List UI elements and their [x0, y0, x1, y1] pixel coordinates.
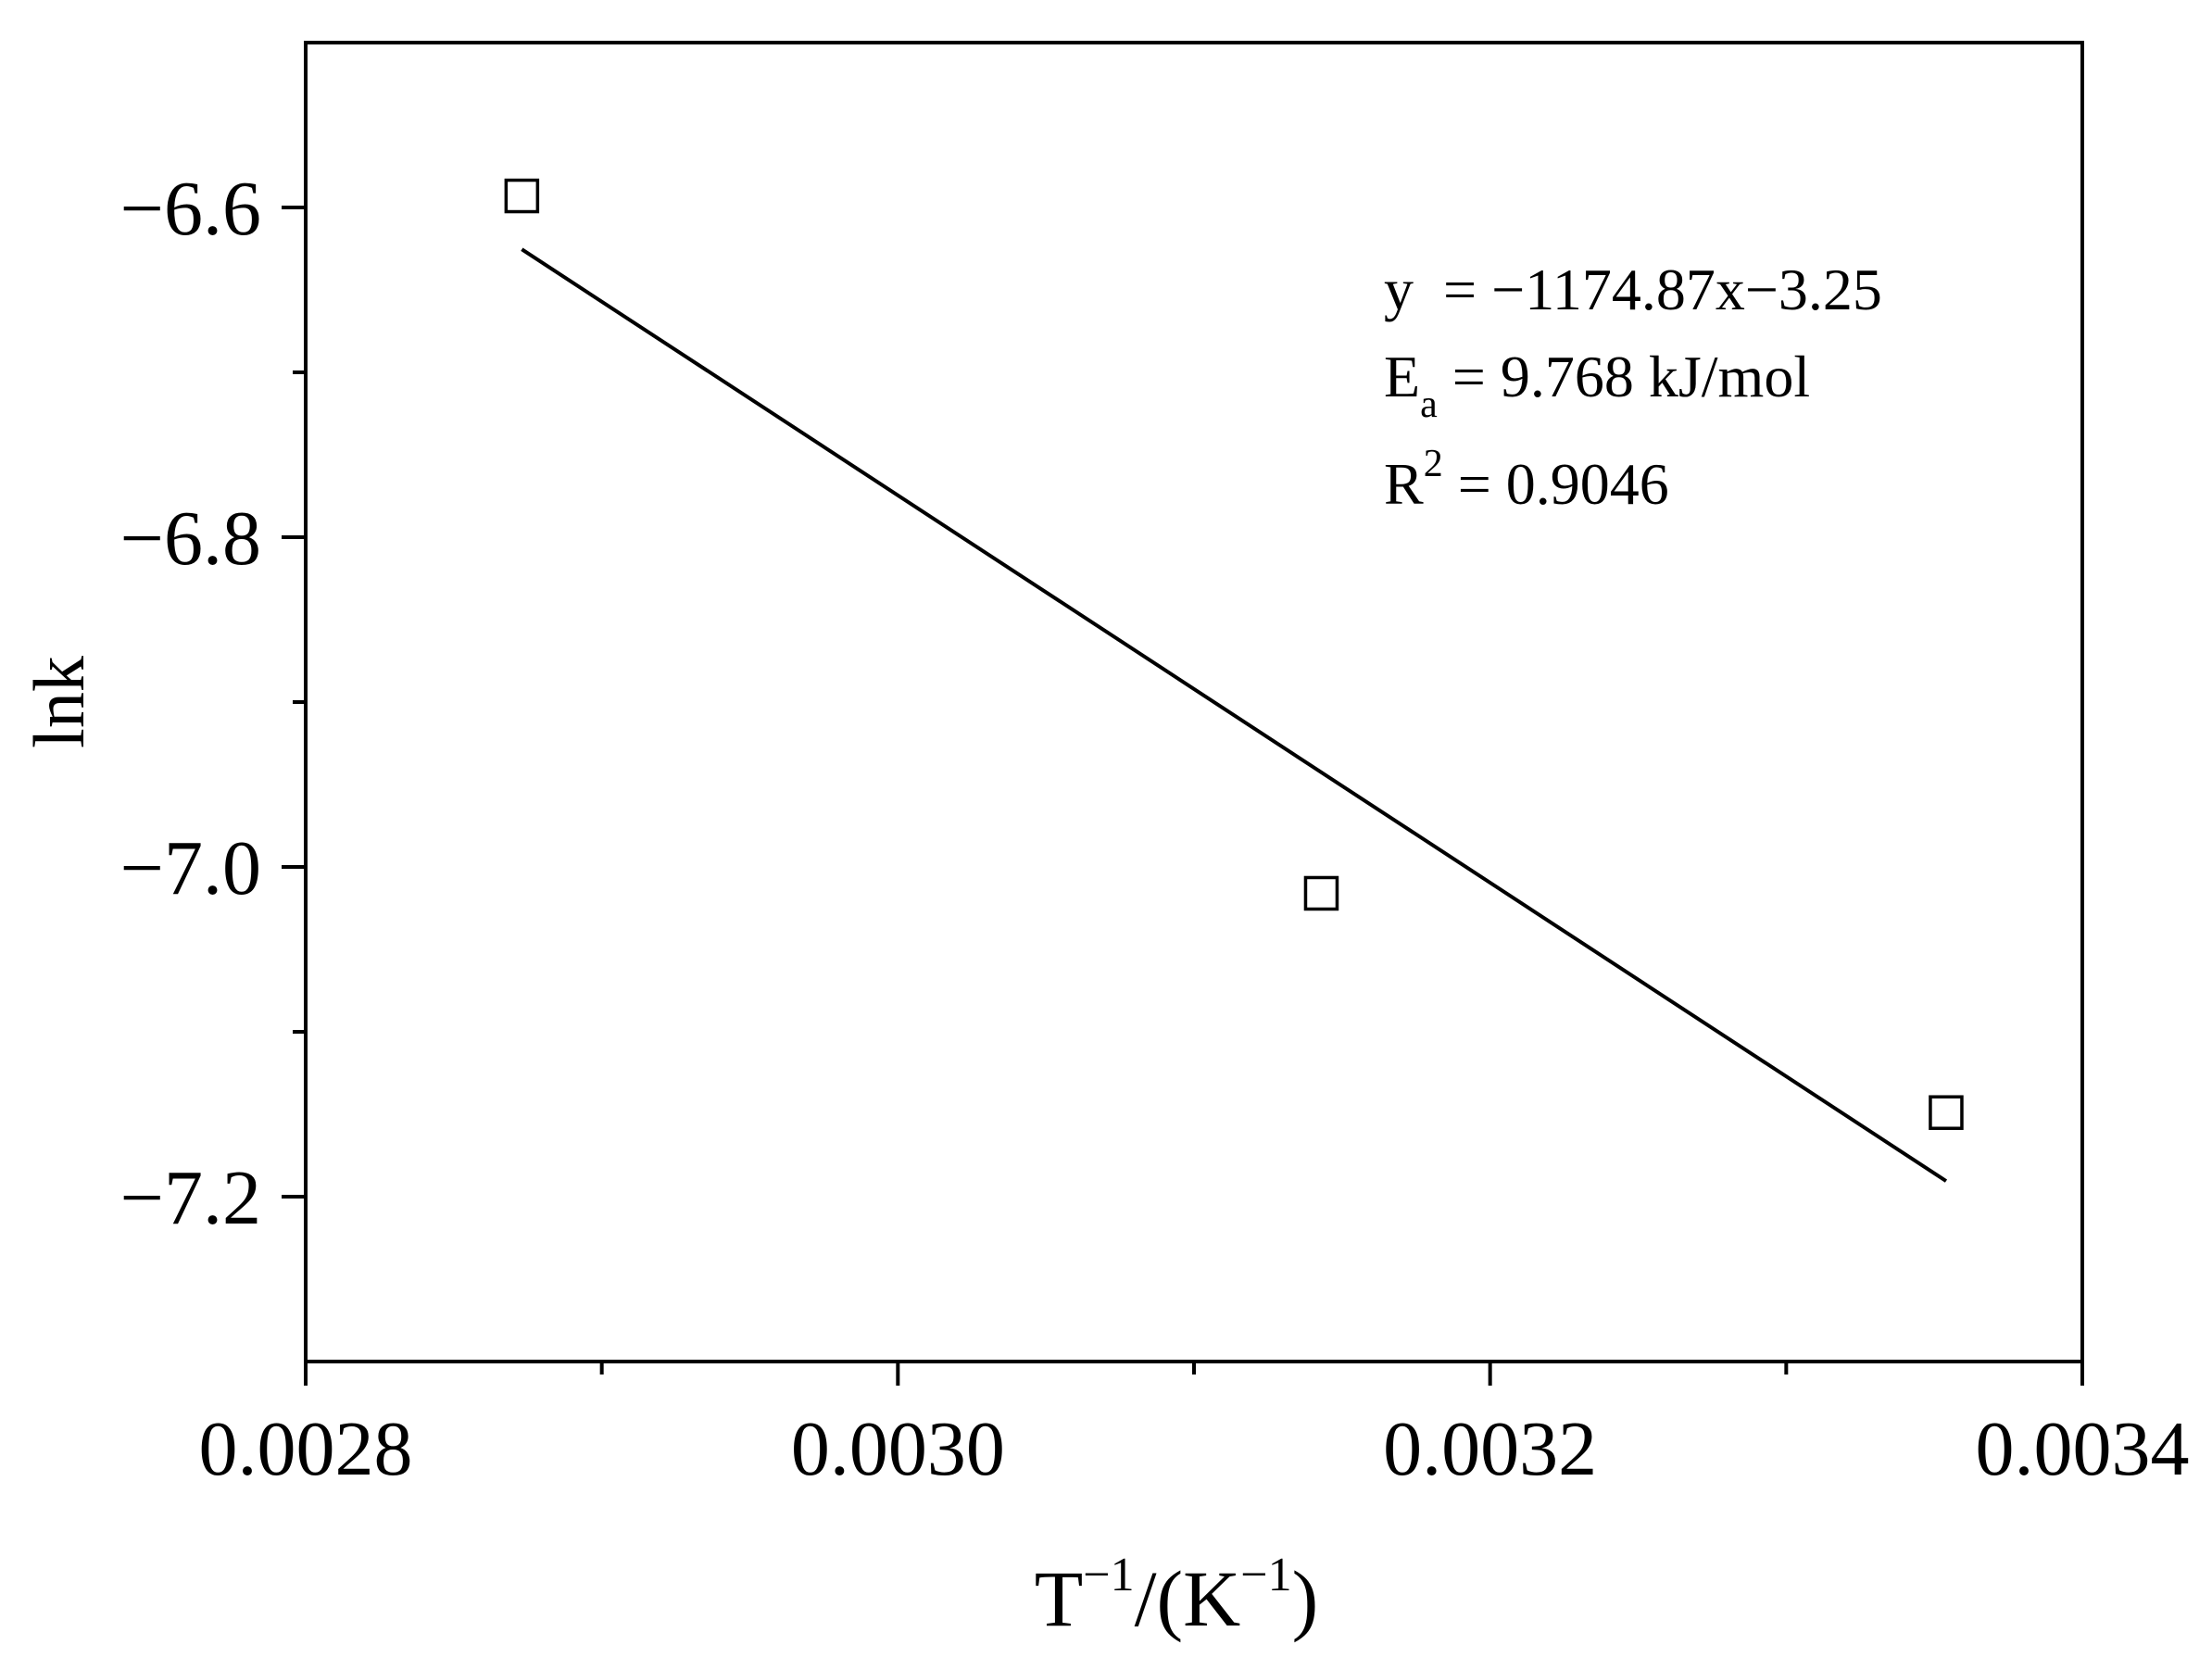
- fit-annotations: y = −1174.87x−3.25 Ea = 9.768 kJ/mol R2 …: [1384, 257, 1882, 517]
- y-tick-label: −6.8: [120, 496, 261, 582]
- x-axis-ticks: [304, 1362, 2084, 1386]
- y-axis-ticks: [282, 206, 306, 1199]
- y-tick-label: −7.2: [120, 1155, 261, 1241]
- y-axis-tick-labels: −6.6 −6.8 −7.0 −7.2: [120, 166, 261, 1241]
- fit-equation: y = −1174.87x−3.25: [1384, 257, 1882, 322]
- y-tick-label: −6.6: [120, 166, 261, 252]
- x-tick-label: 0.0028: [199, 1406, 413, 1492]
- r-squared: R2 = 0.9046: [1384, 443, 1669, 517]
- x-axis-label-close: ): [1292, 1554, 1319, 1643]
- x-axis-label-exponent-2: −1: [1240, 1549, 1291, 1601]
- x-axis-label-unit: /(K: [1135, 1554, 1241, 1643]
- data-point-marker: [504, 178, 540, 214]
- y-axis-label: lnk: [19, 656, 99, 748]
- data-point-marker: [1929, 1095, 1964, 1130]
- x-axis-label-base: T: [1035, 1554, 1084, 1643]
- data-point-marker: [1303, 875, 1339, 911]
- r-squared-superscript: 2: [1424, 443, 1443, 485]
- x-axis-tick-labels: 0.0028 0.0030 0.0032 0.0034: [199, 1406, 2190, 1492]
- x-tick-label: 0.0030: [791, 1406, 1005, 1492]
- activation-energy-subscript: a: [1420, 383, 1438, 426]
- linear-fit-line: [521, 247, 1948, 1183]
- x-axis-label-exponent-1: −1: [1083, 1549, 1134, 1601]
- data-markers: [504, 178, 1964, 1130]
- fit-line-group: [521, 247, 1948, 1183]
- x-axis-label: T−1/(K−1): [1035, 1549, 1318, 1643]
- plot-frame: [304, 41, 2084, 1363]
- activation-energy-value: = 9.768 kJ/mol: [1438, 344, 1810, 409]
- y-tick-label: −7.0: [120, 825, 261, 911]
- activation-energy-symbol: E: [1384, 344, 1420, 409]
- r-squared-value: = 0.9046: [1443, 451, 1669, 517]
- r-squared-symbol: R: [1384, 451, 1424, 517]
- x-tick-label: 0.0034: [1976, 1406, 2190, 1492]
- x-tick-label: 0.0032: [1383, 1406, 1597, 1492]
- activation-energy: Ea = 9.768 kJ/mol: [1384, 344, 1810, 426]
